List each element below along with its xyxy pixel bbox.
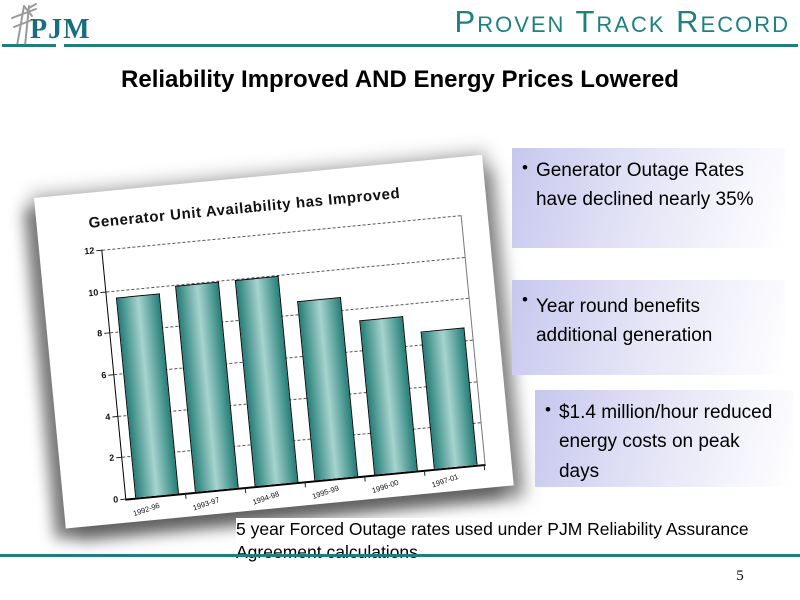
y-axis-tick [108, 374, 115, 376]
bullet-marker: • [522, 290, 528, 309]
header-rule-left [2, 44, 56, 47]
y-axis-label: 2 [108, 452, 115, 464]
bullet-text: $1.4 million/hour reduced energy costs o… [558, 402, 773, 482]
page-number: 5 [736, 568, 744, 584]
logo-text: PJM [30, 14, 91, 45]
gridline [106, 256, 465, 293]
bar-1994-98 [234, 275, 299, 487]
chart-caption: 5 year Forced Outage rates used under PJ… [236, 518, 764, 565]
bullet-box-energy-costs: • $1.4 million/hour reduced energy costs… [535, 390, 793, 487]
y-axis-tick [116, 457, 123, 459]
gridline [110, 298, 469, 334]
bar-1992-96 [115, 293, 179, 498]
chart-paper: Generator Unit Availability has Improved… [34, 154, 514, 529]
bullet-text: Generator Outage Rates have declined nea… [535, 160, 754, 211]
bullet-box-year-round: • Year round benefits additional generat… [512, 280, 785, 375]
gridline [114, 339, 473, 376]
bar-1995-99 [297, 296, 359, 481]
page-title: Reliability Improved AND Energy Prices L… [121, 66, 679, 93]
y-axis-tick [120, 498, 127, 501]
gridline [118, 381, 477, 417]
bullet-marker: • [545, 400, 551, 419]
bullet-text: Year round benefits additional generatio… [535, 296, 713, 347]
y-axis-label: 0 [112, 494, 119, 505]
y-axis-label: 8 [96, 328, 103, 339]
y-axis-label: 6 [100, 369, 107, 381]
header-rule-right [64, 44, 798, 47]
bullet-marker: • [522, 158, 528, 177]
y-axis-tick [112, 415, 119, 418]
y-axis-tick [104, 332, 111, 335]
gridline [122, 422, 481, 459]
bar-1996-00 [359, 316, 418, 475]
bar-1993-97 [175, 281, 239, 492]
footer-rule [0, 554, 800, 557]
slide-title: Proven Track Record [454, 4, 790, 39]
y-axis-label: 12 [83, 245, 95, 257]
pjm-logo: PJM [2, 2, 112, 48]
y-axis-tick [96, 249, 103, 252]
y-axis-label: 4 [104, 411, 111, 422]
transmission-tower-icon [11, 3, 37, 47]
chart-plot: 0 2 4 6 8 10 12 [84, 215, 486, 505]
bar-1997-01 [420, 326, 478, 469]
bullet-box-outage-rates: • Generator Outage Rates have declined n… [512, 148, 785, 248]
y-axis-label: 10 [87, 286, 99, 298]
y-axis-tick [100, 291, 107, 293]
